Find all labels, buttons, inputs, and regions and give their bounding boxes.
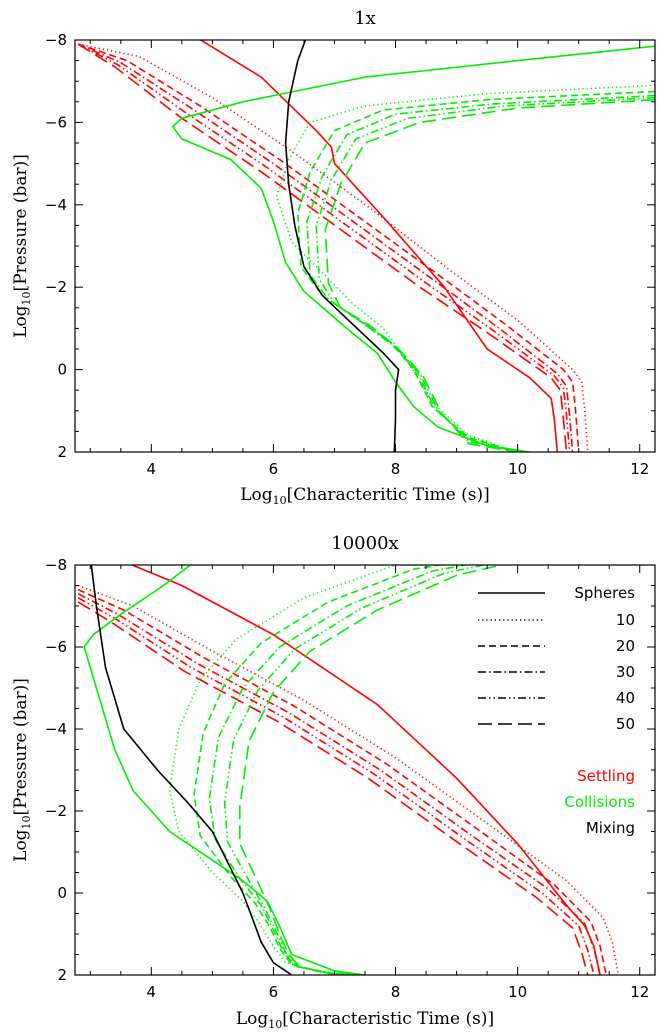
legend-label-40: 40	[616, 689, 635, 707]
x-tick-label: 6	[269, 983, 279, 1001]
legend: Spheres 10 20 30 40 50 Settling Collisions Mixin…	[478, 584, 635, 837]
x-tick-label: 6	[269, 460, 279, 478]
series-group	[77, 40, 655, 452]
legend-label-collisions: Collisions	[564, 793, 635, 811]
y-tick-label: −8	[45, 556, 67, 574]
series-line-settling-dashdot	[77, 43, 574, 452]
x-tick-label: 10	[508, 460, 527, 478]
series-line-collisions-dot	[168, 565, 401, 975]
legend-label-10: 10	[616, 611, 635, 629]
x-tick-label: 10	[508, 983, 527, 1001]
y-axis-label: Log10[Pressure (bar)]	[11, 678, 33, 862]
series-line-mixing-solid	[284, 40, 400, 452]
series-line-collisions-dash	[296, 90, 655, 452]
series-line-settling-solid	[199, 40, 559, 452]
y-tick-label: −6	[45, 113, 67, 131]
series-line-settling-dash	[77, 588, 607, 975]
series-line-settling-dashdotdot	[77, 597, 595, 975]
legend-label-mixing: Mixing	[586, 819, 635, 837]
legend-label-settling: Settling	[577, 767, 635, 785]
series-line-settling-dot	[77, 584, 620, 975]
series-line-collisions-dashdotdot	[315, 96, 655, 452]
y-tick-label: 2	[57, 966, 67, 984]
plot-frame	[74, 564, 656, 976]
legend-label-50: 50	[616, 715, 635, 733]
series-line-settling-solid	[130, 565, 601, 975]
panel-2: 4 6 8 10 12 −8 −6 −4 −2 0 2 10000x Log10[Characteris…	[11, 533, 656, 1031]
series-line-settling-dash	[77, 43, 580, 452]
series-line-collisions-longdash	[324, 98, 655, 452]
x-tick-label: 4	[147, 983, 157, 1001]
y-tick-label: 0	[57, 884, 67, 902]
x-tick-label: 12	[630, 983, 649, 1001]
series-group	[77, 565, 620, 975]
series-line-collisions-dash	[193, 565, 445, 975]
x-tick-label: 12	[630, 460, 649, 478]
chart-title: 1x	[354, 8, 376, 29]
series-line-settling-dashdot	[77, 592, 601, 975]
series-line-collisions-solid	[83, 565, 366, 975]
series-line-collisions-dashdot	[208, 565, 469, 975]
y-axis-label: Log10[Pressure (bar)]	[11, 154, 33, 338]
series-line-collisions-dashdot	[306, 94, 655, 452]
panel-1: 4 6 8 10 12 −8 −6 −4 −2 0 2 1x Log10[Characteritic T…	[11, 8, 656, 507]
y-tick-label: −4	[45, 720, 67, 738]
y-tick-label: −8	[45, 31, 67, 49]
legend-label-20: 20	[616, 637, 635, 655]
series-line-collisions-solid	[171, 45, 655, 452]
series-line-settling-dot	[77, 43, 589, 452]
series-line-mixing-solid	[90, 565, 293, 975]
x-tick-label: 8	[391, 460, 401, 478]
series-line-settling-dashdotdot	[77, 43, 571, 452]
x-tick-label: 4	[147, 460, 157, 478]
series-line-settling-longdash	[77, 43, 568, 452]
y-tick-label: −4	[45, 196, 67, 214]
chart-title: 10000x	[331, 533, 398, 554]
series-line-collisions-dot	[275, 84, 655, 452]
series-line-collisions-longdash	[239, 565, 505, 975]
series-line-settling-longdash	[77, 601, 589, 975]
legend-label-spheres: Spheres	[574, 584, 635, 602]
x-axis-label: Log10[Characteritic Time (s)]	[240, 485, 490, 507]
y-tick-label: −2	[45, 802, 67, 820]
series-line-collisions-dashdotdot	[223, 565, 488, 975]
x-axis-label: Log10[Characteristic Time (s)]	[236, 1009, 494, 1031]
y-tick-label: 2	[57, 443, 67, 461]
y-tick-label: −2	[45, 278, 67, 296]
legend-label-30: 30	[616, 663, 635, 681]
y-tick-label: 0	[57, 361, 67, 379]
y-tick-label: −6	[45, 638, 67, 656]
x-tick-label: 8	[391, 983, 401, 1001]
